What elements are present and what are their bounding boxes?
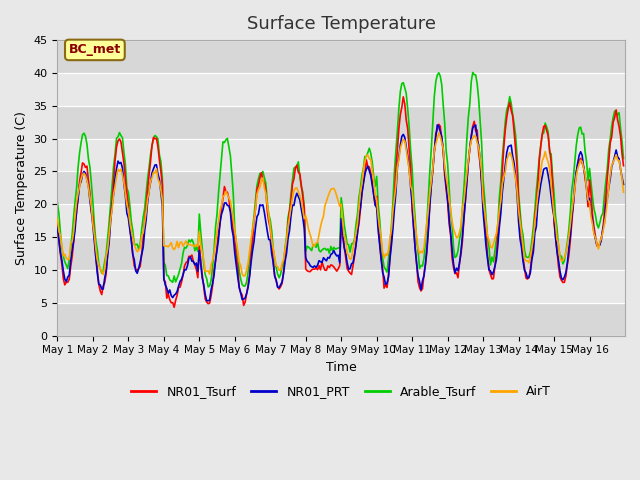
Bar <box>58 237 625 270</box>
Bar <box>58 171 625 204</box>
Text: BC_met: BC_met <box>68 43 121 57</box>
X-axis label: Time: Time <box>326 361 356 374</box>
Bar <box>58 106 625 139</box>
Bar <box>58 303 625 336</box>
Bar <box>58 40 625 73</box>
Title: Surface Temperature: Surface Temperature <box>246 15 436 33</box>
Y-axis label: Surface Temperature (C): Surface Temperature (C) <box>15 111 28 265</box>
Legend: NR01_Tsurf, NR01_PRT, Arable_Tsurf, AirT: NR01_Tsurf, NR01_PRT, Arable_Tsurf, AirT <box>127 380 556 403</box>
